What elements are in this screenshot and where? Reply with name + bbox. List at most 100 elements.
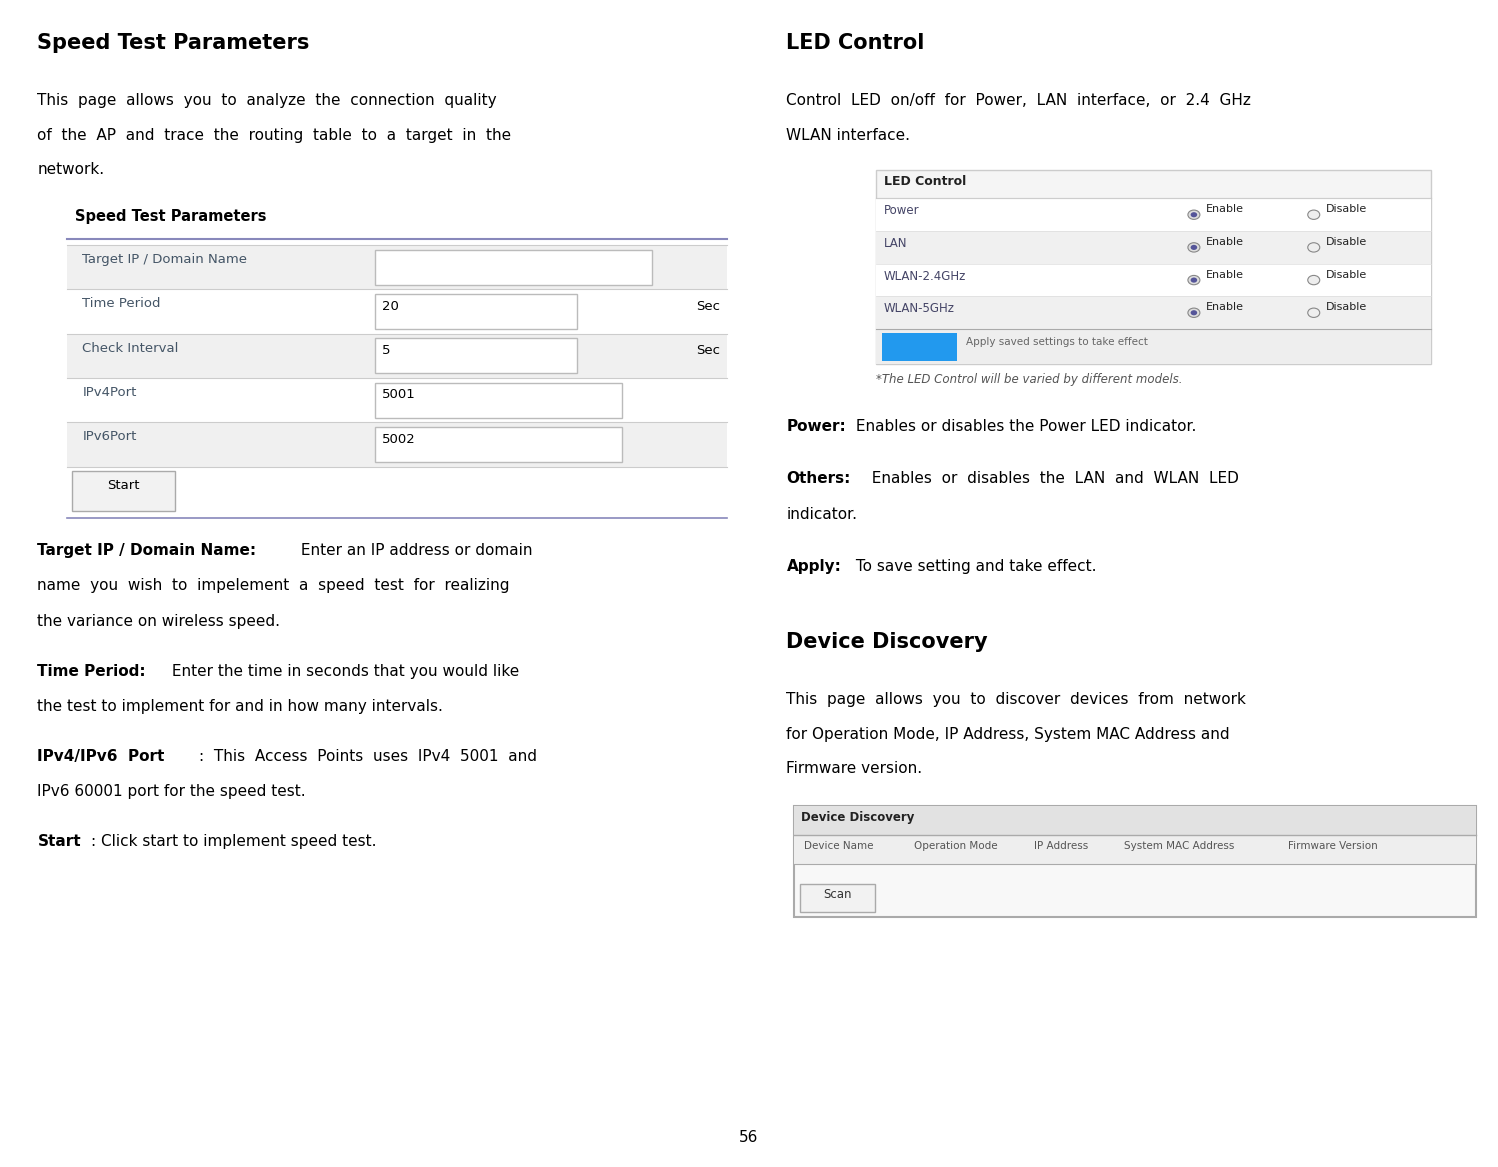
- Text: of  the  AP  and  trace  the  routing  table  to  a  target  in  the: of the AP and trace the routing table to…: [37, 127, 512, 142]
- Text: 5: 5: [382, 344, 391, 357]
- Text: Enables or disables the Power LED indicator.: Enables or disables the Power LED indica…: [851, 419, 1197, 434]
- Text: IP Address: IP Address: [1034, 841, 1088, 851]
- Circle shape: [1308, 243, 1320, 252]
- Text: Apply:: Apply:: [786, 559, 842, 574]
- Text: Enable: Enable: [1206, 302, 1243, 313]
- Text: Time Period:: Time Period:: [37, 664, 147, 679]
- Text: This  page  allows  you  to  discover  devices  from  network: This page allows you to discover devices…: [786, 692, 1246, 707]
- Text: name  you  wish  to  impelement  a  speed  test  for  realizing: name you wish to impelement a speed test…: [37, 579, 509, 593]
- Text: Device Name: Device Name: [804, 841, 873, 851]
- Circle shape: [1188, 243, 1200, 252]
- Bar: [794, 806, 1476, 836]
- Bar: [374, 383, 622, 418]
- Text: Enter an IP address or domain: Enter an IP address or domain: [297, 543, 533, 558]
- Bar: [876, 296, 1431, 329]
- Text: This  page  allows  you  to  analyze  the  connection  quality: This page allows you to analyze the conn…: [37, 93, 497, 109]
- Circle shape: [1188, 275, 1200, 285]
- Text: LED Control: LED Control: [786, 33, 924, 53]
- Text: WLAN-5GHz: WLAN-5GHz: [884, 302, 954, 315]
- Text: Power:: Power:: [786, 419, 846, 434]
- Text: Disable: Disable: [1326, 270, 1368, 280]
- Text: Enable: Enable: [1206, 204, 1243, 215]
- Text: *The LED Control will be varied by different models.: *The LED Control will be varied by diffe…: [876, 373, 1183, 386]
- Text: Device Discovery: Device Discovery: [786, 631, 989, 651]
- Circle shape: [1191, 278, 1197, 282]
- Text: Disable: Disable: [1326, 204, 1368, 215]
- Text: Disable: Disable: [1326, 237, 1368, 247]
- Text: Device Discovery: Device Discovery: [801, 811, 915, 824]
- Bar: [876, 170, 1431, 364]
- Bar: [67, 378, 727, 422]
- Circle shape: [1191, 245, 1197, 250]
- Text: Start: Start: [37, 834, 81, 850]
- Text: Others:: Others:: [786, 471, 851, 487]
- Bar: [876, 264, 1431, 296]
- Text: Sec: Sec: [697, 344, 721, 357]
- Text: Speed Test Parameters: Speed Test Parameters: [75, 209, 267, 224]
- Text: Enables  or  disables  the  LAN  and  WLAN  LED: Enables or disables the LAN and WLAN LED: [861, 471, 1239, 487]
- Text: Firmware version.: Firmware version.: [786, 761, 923, 776]
- Circle shape: [1191, 212, 1197, 217]
- Bar: [67, 245, 727, 289]
- Text: the test to implement for and in how many intervals.: the test to implement for and in how man…: [37, 699, 443, 714]
- Text: IPv6 60001 port for the speed test.: IPv6 60001 port for the speed test.: [37, 784, 306, 799]
- FancyBboxPatch shape: [882, 333, 957, 361]
- Bar: [876, 329, 1431, 364]
- Text: WLAN interface.: WLAN interface.: [786, 127, 911, 142]
- Text: Power: Power: [884, 204, 920, 217]
- Circle shape: [1188, 210, 1200, 219]
- Circle shape: [1191, 310, 1197, 315]
- Text: Apply saved settings to take effect: Apply saved settings to take effect: [966, 337, 1147, 348]
- Text: Apply: Apply: [900, 336, 939, 349]
- Text: indicator.: indicator.: [786, 506, 857, 522]
- Text: Enable: Enable: [1206, 237, 1243, 247]
- Text: 5002: 5002: [382, 433, 416, 446]
- FancyBboxPatch shape: [800, 885, 875, 913]
- Text: Target IP / Domain Name:: Target IP / Domain Name:: [37, 543, 256, 558]
- Text: System MAC Address: System MAC Address: [1124, 841, 1234, 851]
- FancyBboxPatch shape: [72, 471, 175, 511]
- Text: Time Period: Time Period: [82, 298, 160, 310]
- Text: Scan: Scan: [822, 888, 852, 901]
- Text: To save setting and take effect.: To save setting and take effect.: [851, 559, 1097, 574]
- Text: Speed Test Parameters: Speed Test Parameters: [37, 33, 310, 53]
- Text: IPv6Port: IPv6Port: [82, 431, 136, 443]
- Text: 20: 20: [382, 300, 398, 313]
- Text: :  This  Access  Points  uses  IPv4  5001  and: : This Access Points uses IPv4 5001 and: [199, 749, 538, 764]
- Text: WLAN-2.4GHz: WLAN-2.4GHz: [884, 270, 966, 282]
- Bar: [876, 198, 1431, 231]
- Bar: [794, 836, 1476, 865]
- Text: LAN: LAN: [884, 237, 908, 250]
- Circle shape: [1188, 308, 1200, 317]
- Circle shape: [1308, 308, 1320, 317]
- Text: Firmware Version: Firmware Version: [1288, 841, 1378, 851]
- Bar: [374, 250, 652, 285]
- Bar: [374, 294, 577, 329]
- Text: Target IP / Domain Name: Target IP / Domain Name: [82, 253, 247, 266]
- Text: Check Interval: Check Interval: [82, 342, 178, 355]
- Circle shape: [1308, 275, 1320, 285]
- Bar: [794, 806, 1476, 917]
- Text: Disable: Disable: [1326, 302, 1368, 313]
- Bar: [67, 422, 727, 467]
- Text: : Click start to implement speed test.: : Click start to implement speed test.: [91, 834, 377, 850]
- Bar: [374, 338, 577, 373]
- Text: 56: 56: [740, 1131, 758, 1145]
- Text: 5001: 5001: [382, 389, 416, 401]
- Bar: [67, 334, 727, 378]
- Text: Operation Mode: Operation Mode: [914, 841, 998, 851]
- Text: LED Control: LED Control: [884, 175, 966, 188]
- Text: Sec: Sec: [697, 300, 721, 313]
- Text: for Operation Mode, IP Address, System MAC Address and: for Operation Mode, IP Address, System M…: [786, 727, 1230, 742]
- Bar: [374, 427, 622, 462]
- Text: Enable: Enable: [1206, 270, 1243, 280]
- Text: the variance on wireless speed.: the variance on wireless speed.: [37, 614, 280, 629]
- Bar: [67, 289, 727, 334]
- Text: IPv4Port: IPv4Port: [82, 386, 136, 399]
- Text: network.: network.: [37, 162, 105, 177]
- Text: Enter the time in seconds that you would like: Enter the time in seconds that you would…: [166, 664, 520, 679]
- Circle shape: [1308, 210, 1320, 219]
- Text: IPv4/IPv6  Port: IPv4/IPv6 Port: [37, 749, 165, 764]
- Text: Start: Start: [108, 480, 139, 492]
- Text: Control  LED  on/off  for  Power,  LAN  interface,  or  2.4  GHz: Control LED on/off for Power, LAN interf…: [786, 93, 1251, 109]
